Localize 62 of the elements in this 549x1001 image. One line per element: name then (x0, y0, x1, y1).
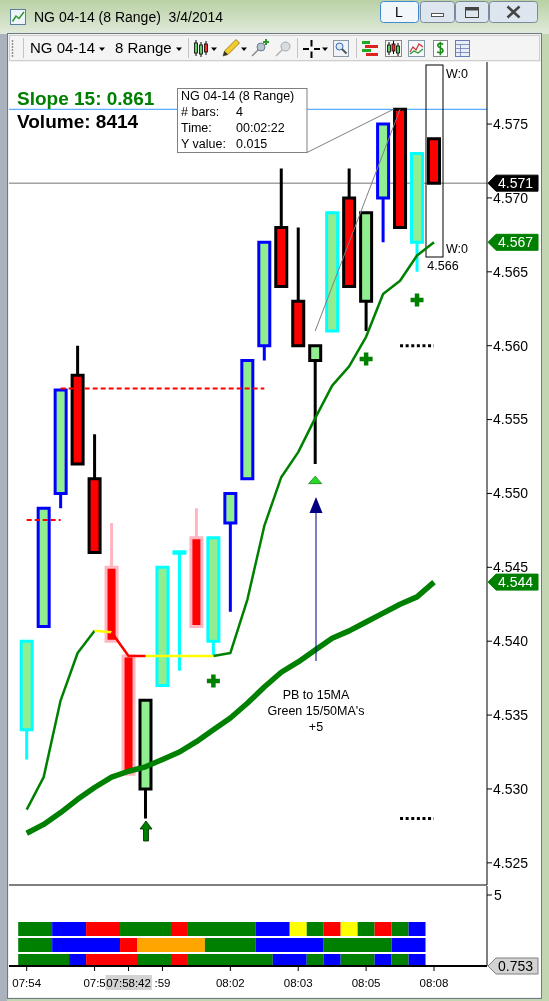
candlestick (257, 240, 272, 361)
y-tick-label: 4.565 (493, 263, 529, 280)
x-tick-label: 07:54 (12, 976, 42, 989)
candlestick (19, 639, 34, 760)
y-tick-label: 4.575 (493, 115, 529, 132)
text: 0.753 (498, 957, 534, 974)
text: 4.567 (498, 234, 534, 251)
y-tick-label: 4.535 (493, 706, 529, 723)
text: L (395, 3, 404, 20)
candlestick (376, 122, 391, 243)
candlestick (359, 211, 374, 331)
y-tick-label: 4.530 (493, 780, 529, 797)
candlestick (155, 565, 170, 688)
ref-line-label: 4.571 (498, 175, 534, 192)
candlestick (189, 508, 204, 628)
candlestick (240, 358, 255, 481)
x-tick-label: 08:05 (351, 976, 381, 989)
candlestick (206, 536, 221, 656)
y-tick-label: 4.550 (493, 485, 529, 502)
x-tick-label: 08:02 (215, 976, 245, 989)
text: W:0 (446, 242, 469, 257)
y-tick-label: 4.540 (493, 633, 529, 650)
text: # bars: 4 (181, 105, 243, 120)
point (408, 291, 426, 309)
annotation: 4.566 (427, 259, 459, 274)
candlestick (172, 550, 187, 671)
candlestick (87, 434, 102, 555)
x-tick-label: 08:08 (419, 976, 449, 989)
candlestick (325, 211, 340, 333)
text: 4.544 (498, 574, 534, 590)
text: 5 (494, 886, 502, 903)
candlestick (308, 344, 323, 464)
candlestick (138, 698, 153, 819)
text: W:0 (446, 67, 469, 82)
text: Time: 00:02:22 (181, 121, 285, 136)
candlestick (291, 227, 306, 348)
annotation: Volume: 8414 (17, 110, 139, 132)
annotation: Slope 15: 0.861 (17, 87, 155, 109)
candlestick (342, 168, 357, 289)
y-tick-label: 4.555 (493, 411, 529, 428)
annotation: Y value: 0.015 (181, 137, 268, 152)
x-tick-label: 08:03 (283, 976, 313, 989)
candlestick (393, 107, 408, 229)
text: NG 04-14 (30, 39, 96, 57)
point (357, 350, 375, 368)
x-tick-label: :59 (154, 976, 171, 989)
text: 8 Range (115, 39, 172, 57)
x-tick-label: 07:5 (83, 976, 106, 989)
chart-title: NG 04-14 (8 Range) 3/4/2014 (34, 8, 224, 25)
candlestick (427, 137, 441, 185)
candlestick (274, 168, 289, 289)
y-tick-label: 4.545 (493, 559, 529, 576)
annotation: NG 04-14 (8 Range) (181, 89, 295, 104)
candlestick (53, 388, 68, 509)
candlestick (410, 152, 425, 272)
candlestick (223, 491, 238, 612)
y-tick-label: 4.570 (493, 189, 529, 206)
candlestick (36, 506, 51, 628)
y-tick-label: 4.560 (493, 337, 529, 354)
line-series (314, 108, 401, 332)
y-tick-label: 4.525 (493, 854, 529, 871)
annotation: PB to 15MA Green 15/50MA's +5 (267, 688, 365, 735)
